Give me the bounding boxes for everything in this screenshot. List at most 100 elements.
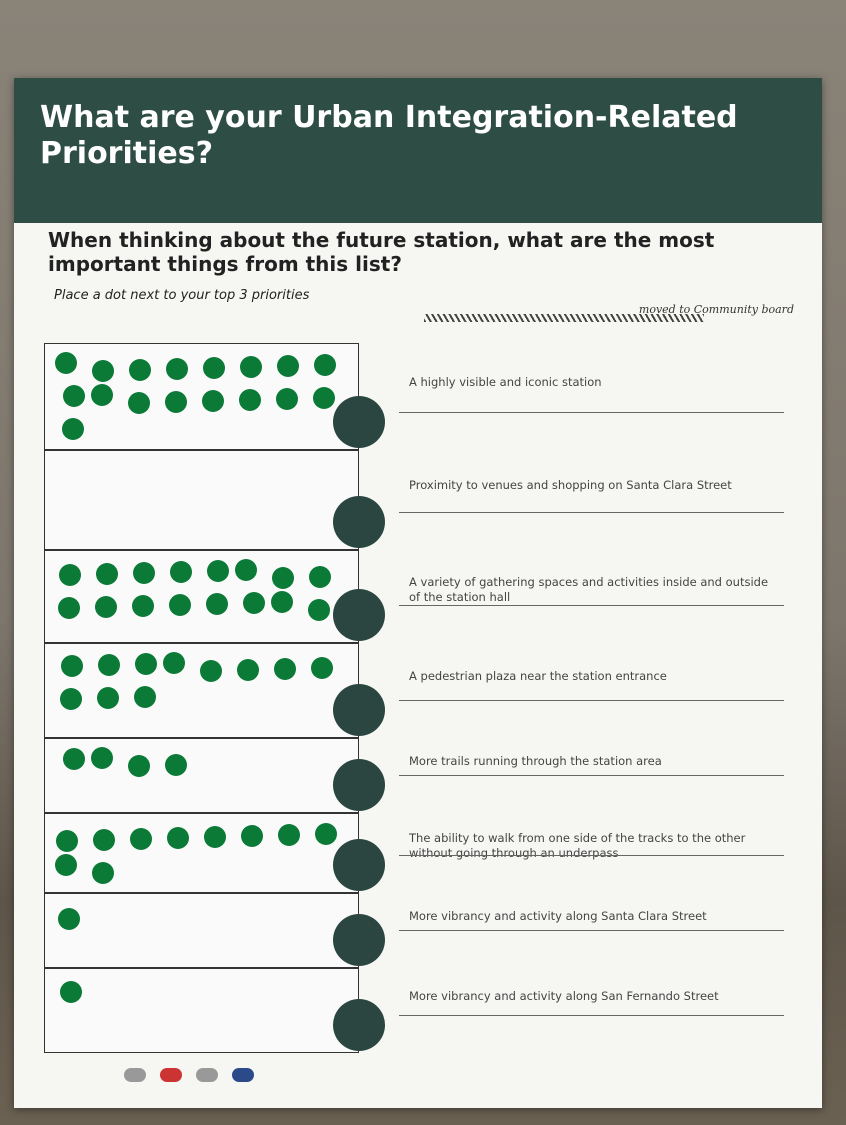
logo (124, 1068, 146, 1082)
vote-dot (313, 387, 335, 409)
priority-label: More trails running through the station … (409, 753, 662, 768)
vote-dot (130, 828, 152, 850)
vote-dot (133, 562, 155, 584)
marker-circle (333, 589, 385, 641)
vote-dot (95, 596, 117, 618)
vote-dot (315, 823, 337, 845)
vote-dot (311, 657, 333, 679)
vote-dot (63, 748, 85, 770)
vote-dot (61, 655, 83, 677)
marker-circle (333, 684, 385, 736)
vote-dot (272, 567, 294, 589)
vote-dot (165, 754, 187, 776)
marker-circle (333, 759, 385, 811)
vote-dot (167, 827, 189, 849)
logo (196, 1068, 218, 1082)
dot-box (44, 343, 359, 450)
instruction: Place a dot next to your top 3 prioritie… (54, 288, 310, 303)
rule-line (399, 1015, 784, 1016)
dot-box (44, 813, 359, 893)
vote-dot (91, 384, 113, 406)
vote-dot (314, 354, 336, 376)
priority-label: Proximity to venues and shopping on Sant… (409, 478, 732, 492)
vote-dot (59, 564, 81, 586)
vote-dot (235, 559, 257, 581)
vote-dot (309, 566, 331, 588)
rule-line (399, 412, 784, 413)
vote-dot (129, 359, 151, 381)
priority-row: More vibrancy and activity along Santa C… (44, 893, 784, 968)
marker-circle (333, 914, 385, 966)
logos (124, 1068, 254, 1082)
priority-row: More trails running through the station … (44, 738, 784, 813)
rule-line (399, 512, 784, 513)
priority-label: More vibrancy and activity along San Fer… (409, 988, 719, 1003)
vote-dot (91, 747, 113, 769)
vote-dot (165, 391, 187, 413)
vote-dot (93, 829, 115, 851)
vote-dot (60, 688, 82, 710)
logo (232, 1068, 254, 1082)
priority-row: A pedestrian plaza near the station entr… (44, 643, 784, 738)
vote-dot (170, 561, 192, 583)
vote-dot (243, 592, 265, 614)
marker-circle (333, 396, 385, 448)
vote-dot (55, 352, 77, 374)
dot-box (44, 643, 359, 738)
vote-dot (132, 595, 154, 617)
vote-dot (239, 389, 261, 411)
dot-box (44, 738, 359, 813)
dot-box (44, 450, 359, 550)
vote-dot (96, 563, 118, 585)
vote-dot (278, 824, 300, 846)
vote-dot (200, 660, 222, 682)
dot-box (44, 893, 359, 968)
priority-label: A variety of gathering spaces and activi… (409, 574, 769, 604)
vote-dot (271, 591, 293, 613)
vote-dot (237, 659, 259, 681)
priority-label: A highly visible and iconic station (409, 374, 602, 389)
priority-label: The ability to walk from one side of the… (409, 831, 746, 860)
question: When thinking about the future station, … (48, 228, 715, 276)
priority-row: The ability to walk from one side of the… (44, 813, 784, 893)
vote-dot (206, 593, 228, 615)
priority-row: Proximity to venues and shopping on Sant… (44, 450, 784, 550)
vote-dot (277, 355, 299, 377)
vote-dot (166, 358, 188, 380)
rule-line (399, 930, 784, 931)
rule-line (399, 605, 784, 606)
handwritten-note: moved to Community board (638, 303, 794, 316)
vote-dot (207, 560, 229, 582)
rule-line (399, 700, 784, 701)
vote-dot (62, 418, 84, 440)
vote-dot (58, 597, 80, 619)
marker-circle (333, 999, 385, 1051)
vote-dot (308, 599, 330, 621)
dot-box (44, 968, 359, 1053)
priority-row: A variety of gathering spaces and activi… (44, 550, 784, 643)
scribble (424, 314, 704, 322)
priority-row: A highly visible and iconic station (44, 343, 784, 450)
vote-dot (92, 360, 114, 382)
vote-dot (135, 653, 157, 675)
vote-dot (56, 830, 78, 852)
rule-line (399, 855, 784, 856)
vote-dot (169, 594, 191, 616)
vote-dot (98, 654, 120, 676)
marker-circle (333, 839, 385, 891)
vote-dot (97, 687, 119, 709)
title: What are your Urban Integration-Related … (40, 100, 738, 171)
dot-box (44, 550, 359, 643)
priority-label: More vibrancy and activity along Santa C… (409, 908, 707, 923)
vote-dot (274, 658, 296, 680)
vote-dot (128, 392, 150, 414)
vote-dot (203, 357, 225, 379)
logo (160, 1068, 182, 1082)
vote-dot (60, 981, 82, 1003)
vote-dot (241, 825, 263, 847)
vote-dot (58, 908, 80, 930)
vote-dot (204, 826, 226, 848)
vote-dot (63, 385, 85, 407)
vote-dot (202, 390, 224, 412)
